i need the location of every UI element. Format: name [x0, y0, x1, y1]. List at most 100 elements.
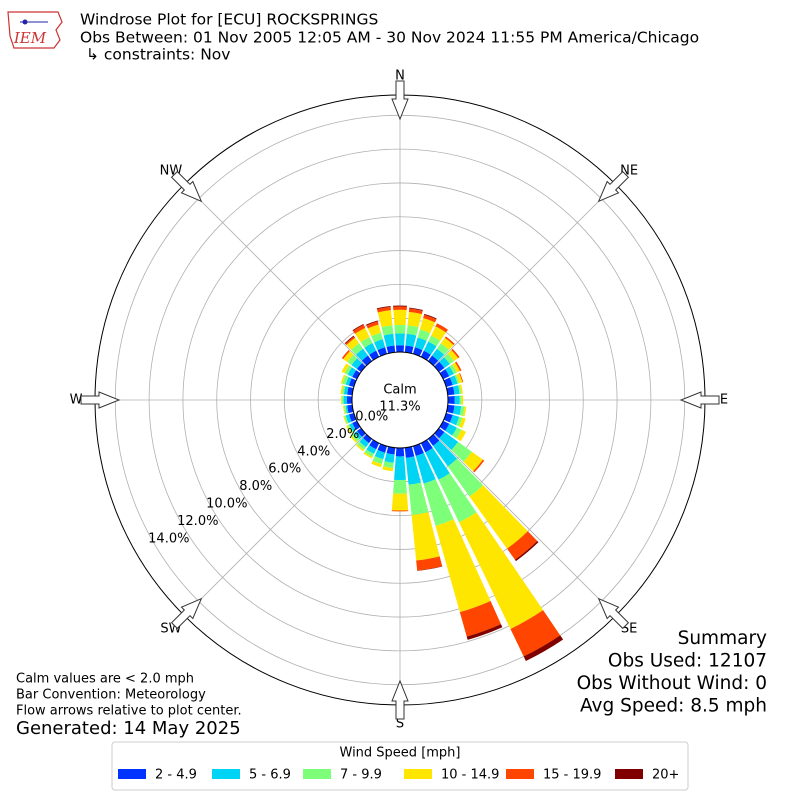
bar-segment [449, 414, 460, 426]
bar-segment [350, 434, 358, 443]
bar-segment [366, 320, 378, 326]
grid-ring [283, 283, 517, 517]
bar-segment [353, 324, 366, 334]
bar-segment [456, 416, 463, 427]
r-tick-label: 6.0% [268, 462, 301, 477]
grid-ring [250, 250, 550, 550]
bar-segment [347, 367, 357, 377]
compass-label: N [395, 69, 405, 84]
bar-segment [374, 339, 386, 351]
legend-swatch [118, 769, 146, 779]
r-tick-label: 14.0% [148, 531, 189, 546]
bar-segment [355, 348, 369, 361]
constraints: ↳ constraints: Nov [86, 46, 230, 64]
summary-line: Summary [678, 628, 767, 649]
bar-segment [417, 566, 443, 571]
bar-segment [452, 362, 460, 373]
bar-segment [451, 441, 472, 462]
bar-segment [345, 405, 349, 414]
legend-title: Wind Speed [mph] [340, 746, 461, 761]
bar-segment [383, 461, 394, 468]
bar-segment [459, 512, 544, 630]
grid-ring [148, 148, 652, 652]
summary-line: Obs Without Wind: 0 [577, 673, 767, 694]
bar-segment [452, 427, 462, 439]
bar-segment [367, 324, 382, 337]
calm-label: Calm [383, 383, 416, 398]
bar-segment [453, 405, 462, 416]
flow-arrow [597, 597, 630, 630]
bar-segment [459, 406, 465, 416]
bar-segment [419, 318, 435, 334]
bar-segment [384, 453, 395, 463]
logo: IEM [7, 11, 63, 49]
generated: Generated: 14 May 2025 [16, 718, 241, 739]
flow-arrow [80, 391, 121, 409]
bar-segment [391, 510, 409, 512]
bar-segment [391, 493, 409, 511]
bar-segment [366, 321, 379, 329]
legend-label: 10 - 14.9 [441, 768, 499, 783]
bar-segment [435, 519, 491, 613]
bar-segment [457, 384, 462, 395]
bar-segment [446, 386, 455, 396]
calm-value: 11.3% [379, 400, 420, 415]
bar-segment [455, 361, 462, 372]
bar-segment [383, 333, 395, 347]
bar-segment [343, 405, 347, 414]
grid-ring [216, 216, 584, 584]
bar-segment [456, 429, 467, 442]
chart-subtitle: Obs Between: 01 Nov 2005 12:05 AM - 30 N… [80, 29, 699, 47]
logo-outline [7, 11, 63, 49]
bar-segment [428, 355, 439, 366]
bar-segment [408, 308, 423, 315]
bar-segment [415, 453, 436, 484]
flow-arrow-shape [597, 170, 630, 203]
bar-segment [355, 444, 365, 452]
flow-arrow [679, 391, 720, 409]
flow-arrow-shape [80, 391, 121, 409]
bar-segment [361, 355, 372, 366]
legend-label: 15 - 19.9 [543, 768, 601, 783]
bar-segment [342, 385, 346, 395]
bar-segment [341, 363, 350, 374]
bar-segment [407, 311, 422, 328]
bar-segment [342, 375, 349, 385]
bar-segment [395, 345, 405, 353]
bar-segment [356, 428, 366, 438]
bar-segment [459, 601, 501, 637]
legend-swatch [303, 769, 331, 779]
bar-segment [343, 395, 348, 405]
flow-arrow [170, 170, 203, 203]
bar-segment [453, 385, 460, 395]
bar-segment [424, 313, 437, 320]
bar-segment [514, 540, 539, 562]
bar-segment [374, 449, 386, 460]
summary-line: Obs Used: 12107 [608, 651, 767, 672]
legend-swatch [212, 769, 240, 779]
bar-segment [341, 395, 344, 405]
bar-segment [345, 336, 356, 346]
bar-segment [420, 439, 433, 453]
bar-segment [360, 336, 373, 348]
bar-segment [469, 485, 528, 549]
bar-segment [347, 424, 354, 433]
bar-segment [439, 431, 459, 451]
bar-segment [376, 305, 391, 310]
bar-segment [443, 413, 453, 423]
bar-segment [408, 482, 429, 516]
bar-segment [344, 335, 355, 344]
bar-segment [357, 441, 367, 450]
bar-segment [371, 332, 383, 343]
bar-segment [344, 365, 352, 375]
bar-segment [366, 445, 377, 454]
legend-box [111, 741, 689, 791]
bar-segment [417, 329, 431, 341]
bar-segment [438, 473, 477, 523]
bar-segment [362, 434, 372, 444]
bar-segment [432, 440, 458, 467]
bar-segment [444, 336, 455, 346]
legend-label: 5 - 6.9 [249, 768, 291, 783]
spoke [433, 433, 616, 616]
